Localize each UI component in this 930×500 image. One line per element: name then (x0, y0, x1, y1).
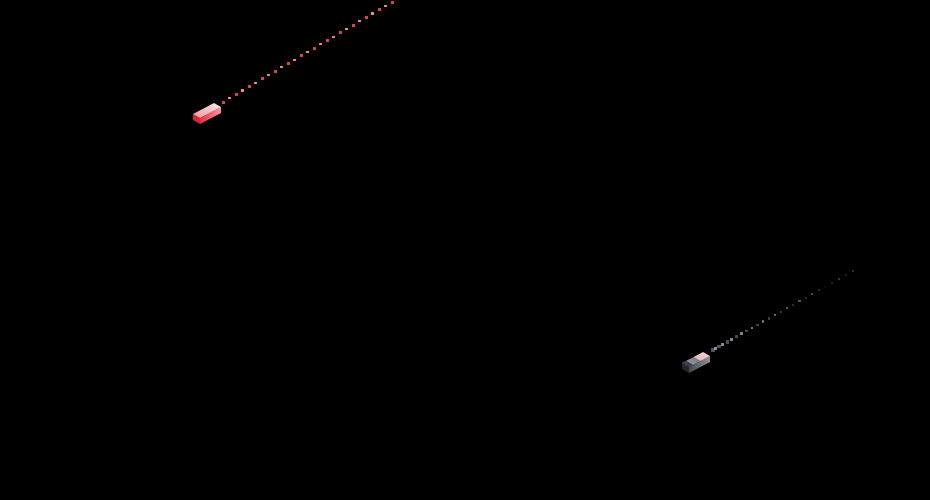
trail-dot (740, 332, 743, 336)
trail-dot (364, 15, 368, 19)
gray-vehicle[interactable] (679, 349, 715, 377)
trail-dot (254, 81, 257, 84)
trail-dot (824, 285, 827, 288)
red-vehicle[interactable] (190, 100, 226, 128)
trail-dot (735, 335, 738, 339)
gray-vehicle-roof-pink-section (693, 352, 710, 361)
trail-dot (817, 289, 820, 292)
trail-dot (286, 62, 290, 66)
trail-dot (725, 340, 729, 344)
red-vehicle-side-face (200, 107, 221, 124)
trail-dot (260, 77, 264, 81)
trail-dot (730, 337, 734, 341)
gray-vehicle-sprite (682, 352, 710, 373)
trail-dot (325, 38, 329, 42)
trail-dot (241, 89, 244, 92)
red-vehicle-end-face (193, 114, 200, 124)
trail-dot (721, 342, 725, 346)
trail-dot (228, 97, 231, 100)
trail-dot (247, 85, 251, 89)
trail-dot (745, 329, 749, 333)
trail-dot (377, 8, 381, 12)
trail-dot (267, 73, 270, 77)
gray-vehicle-windshield (682, 360, 694, 367)
trail-dot (306, 50, 309, 54)
red-vehicle-top-face (193, 103, 221, 118)
trail-dot (390, 0, 394, 4)
trail-dot (234, 92, 238, 96)
trail-dot (779, 310, 782, 313)
trail-dot (792, 303, 795, 306)
trail-dot (371, 12, 374, 15)
trail-dot (338, 31, 342, 35)
trail-dot (852, 270, 854, 272)
trail-dot (273, 69, 277, 73)
trail-dot (785, 307, 789, 310)
trail-dot (312, 46, 316, 50)
trail-dot (838, 278, 840, 280)
trail-dot (384, 4, 387, 7)
red-vehicle-sprite (193, 103, 221, 124)
trail-dot (750, 326, 754, 330)
trail-dot (299, 54, 303, 58)
trail-dot (845, 274, 847, 276)
trail-dot (811, 292, 814, 295)
trail-dot (756, 323, 759, 327)
trail-dot (831, 281, 834, 284)
trail-dot (767, 317, 771, 320)
trail-dot (761, 320, 765, 323)
trail-dot (804, 296, 807, 299)
trail-dot (319, 43, 322, 46)
trail-dot (717, 345, 721, 349)
trail-dot (358, 20, 361, 23)
trail-dot (280, 66, 283, 69)
trail-dot (293, 58, 296, 61)
trail-dot (798, 300, 801, 303)
gray-vehicle-side-face (689, 356, 710, 373)
trail-dot (351, 23, 355, 27)
trail-dot (332, 35, 335, 38)
gray-vehicle-end-face (682, 363, 689, 373)
trail-dot (773, 313, 777, 317)
trail-dot (345, 27, 348, 30)
